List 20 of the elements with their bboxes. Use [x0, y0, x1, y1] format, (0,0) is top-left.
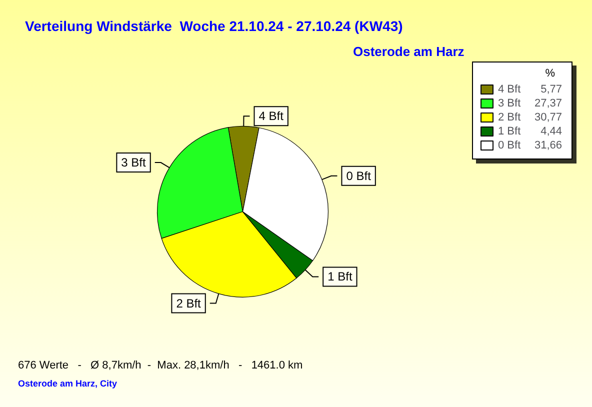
data-label: 5,77: [540, 84, 562, 96]
data-label: 30,77: [534, 112, 562, 124]
data-label: 4,44: [540, 126, 562, 138]
legend-title: %: [545, 68, 556, 80]
text: Osterode am Harz, City: [18, 378, 118, 388]
slice-label: 2 Bft: [176, 296, 202, 310]
legend-label: 3 Bft: [498, 98, 521, 110]
data-label: 31,66: [534, 140, 562, 152]
chart-title: Verteilung Windstärke Woche 21.10.24 - 27.10.24 (KW43): [25, 18, 403, 34]
slice-label: 0 Bft: [346, 168, 372, 183]
legend-label: 1 Bft: [498, 126, 521, 138]
data-label: 27,37: [534, 98, 562, 110]
slice-label: 4 Bft: [258, 109, 284, 124]
slice-label: 3 Bft: [121, 156, 147, 170]
legend-label: 0 Bft: [498, 140, 521, 152]
text: 676 Werte - Ø 8,7km/h - Max. 28,1km/h - 1461.0 km: [18, 360, 303, 372]
chart-subtitle: Osterode am Harz: [353, 44, 465, 59]
legend-label: 2 Bft: [498, 112, 521, 124]
slice-label: 1 Bft: [328, 270, 353, 284]
legend-label: 4 Bft: [498, 84, 521, 96]
